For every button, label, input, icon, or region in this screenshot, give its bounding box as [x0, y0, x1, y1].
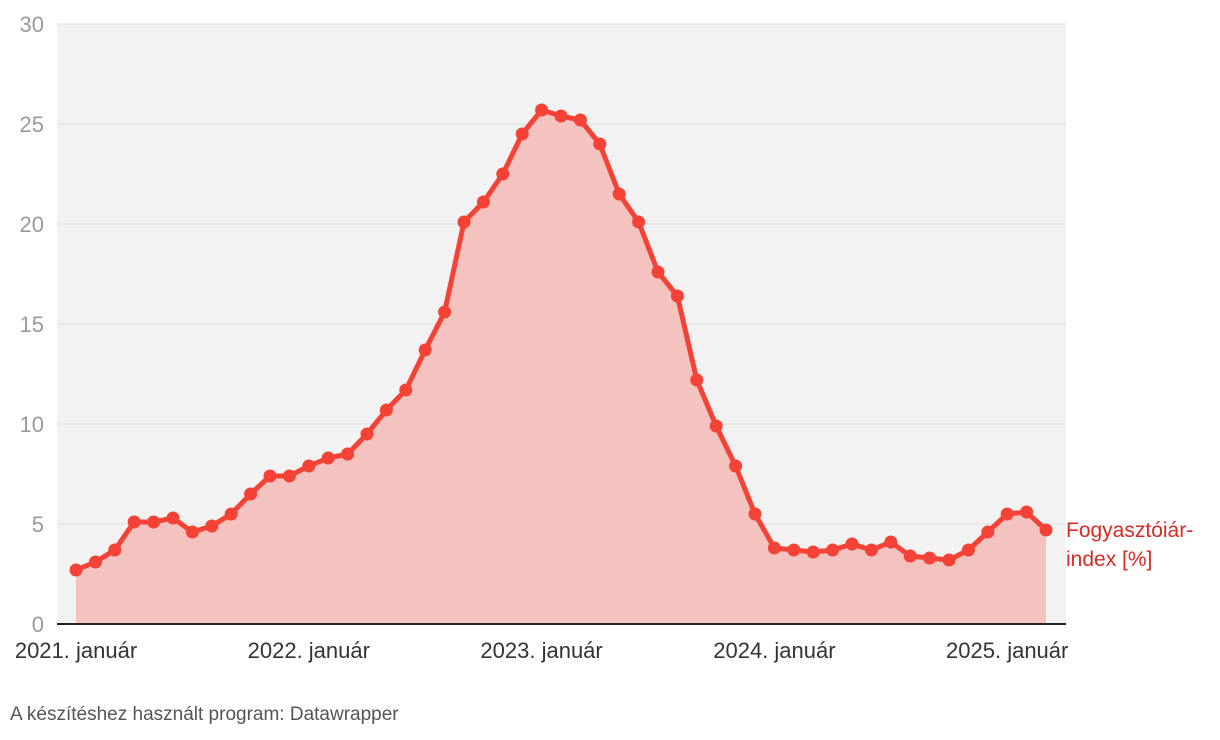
data-point	[690, 373, 704, 387]
data-point	[1039, 523, 1053, 537]
data-point	[360, 427, 374, 441]
data-point	[981, 525, 995, 539]
x-tick-label: 2021. január	[15, 638, 137, 663]
series-label-line-1: Fogyasztóiár-	[1066, 519, 1193, 542]
data-point	[554, 109, 568, 123]
data-point	[476, 195, 490, 209]
data-point	[767, 541, 781, 555]
data-point	[341, 447, 355, 461]
data-point	[108, 543, 122, 557]
data-point	[845, 537, 859, 551]
data-point	[709, 419, 723, 433]
series-label: Fogyasztóiár- index [%]	[1066, 519, 1199, 571]
data-point	[729, 459, 743, 473]
data-point	[244, 487, 258, 501]
data-point	[612, 187, 626, 201]
data-point	[185, 525, 199, 539]
data-point	[418, 343, 432, 357]
data-point	[651, 265, 665, 279]
data-point	[1020, 505, 1034, 519]
data-point	[496, 167, 510, 181]
data-point	[535, 103, 549, 117]
y-tick-label: 30	[20, 12, 44, 37]
y-tick-label: 20	[20, 212, 44, 237]
data-point	[593, 137, 607, 151]
data-point	[903, 549, 917, 563]
data-point	[884, 535, 898, 549]
x-tick-label: 2025. január	[946, 638, 1068, 663]
data-point	[147, 515, 161, 529]
footer-credit: A készítéshez használt program: Datawrap…	[10, 704, 399, 725]
y-tick-label: 15	[20, 312, 44, 337]
y-tick-label: 25	[20, 112, 44, 137]
data-point	[379, 403, 393, 417]
data-point	[224, 507, 238, 521]
data-point	[942, 553, 956, 567]
x-tick-label: 2024. január	[713, 638, 835, 663]
data-point	[282, 469, 296, 483]
series-points	[69, 103, 1053, 577]
data-point	[321, 451, 335, 465]
y-axis-ticks: 0 5 10 15 20 25 30	[20, 12, 44, 637]
data-point	[632, 215, 646, 229]
data-point	[864, 543, 878, 557]
series-label-line-2: index [%]	[1066, 548, 1152, 571]
data-point	[127, 515, 141, 529]
data-point	[515, 127, 529, 141]
data-point	[961, 543, 975, 557]
y-tick-label: 5	[32, 512, 44, 537]
data-point	[1000, 507, 1014, 521]
data-point	[88, 555, 102, 569]
data-point	[806, 545, 820, 559]
y-tick-label: 10	[20, 412, 44, 437]
data-point	[670, 289, 684, 303]
data-point	[263, 469, 277, 483]
data-point	[748, 507, 762, 521]
x-tick-label: 2023. január	[480, 638, 602, 663]
data-point	[205, 519, 219, 533]
y-tick-label: 0	[32, 612, 44, 637]
data-point	[302, 459, 316, 473]
data-point	[826, 543, 840, 557]
series-area	[76, 110, 1046, 624]
data-point	[457, 215, 471, 229]
x-axis-ticks: 2021. január 2022. január 2023. január 2024…	[15, 638, 1069, 663]
data-point	[438, 305, 452, 319]
data-point	[573, 113, 587, 127]
data-point	[923, 551, 937, 565]
data-point	[69, 563, 83, 577]
x-tick-label: 2022. január	[248, 638, 370, 663]
data-point	[399, 383, 413, 397]
data-point	[787, 543, 801, 557]
data-point	[166, 511, 180, 525]
